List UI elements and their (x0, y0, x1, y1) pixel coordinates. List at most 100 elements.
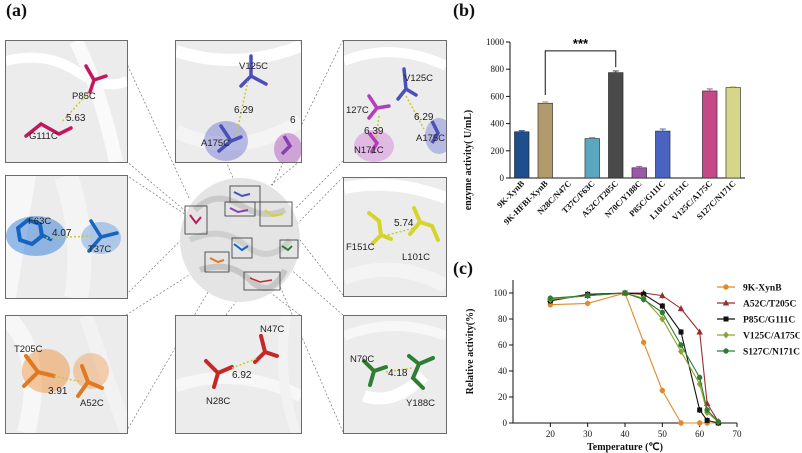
panel-label-b: (b) (453, 0, 475, 20)
bar-chart-ytick-label: 0 (500, 173, 505, 183)
label-p85c: P85C (72, 91, 96, 102)
structure-box-n70c-y188c: N70C Y188C 4.18 (343, 315, 447, 434)
line-chart-ytick-label: 0 (503, 418, 508, 428)
structure-box-n47c-n28c: N47C N28C 6.92 (175, 315, 302, 434)
data-point (640, 339, 647, 346)
line-chart-xlabel: Temperature (℃) (587, 442, 663, 453)
distance-partial: 6 (290, 115, 296, 126)
data-point (622, 290, 628, 296)
data-point (696, 328, 703, 335)
label-v125c: V125C (239, 61, 268, 72)
structure-box-p85c-g111c: P85C G111C 5.63 (5, 40, 128, 163)
structure-box-f63c-t37c: F63C T37C 4.07 (5, 175, 128, 299)
data-point (697, 407, 703, 413)
label-f151c: F151C (346, 242, 375, 253)
distance-t205c-a52c: 3.91 (48, 386, 68, 397)
series-line (550, 292, 719, 422)
data-point (678, 342, 684, 348)
data-point (659, 309, 666, 316)
distance-127c-n171c: 6.39 (364, 126, 384, 137)
label-v125c-triad: V125C (404, 73, 433, 84)
line-chart-ytick-label: 80 (498, 314, 508, 324)
label-127c: 127C (346, 105, 369, 116)
data-point (715, 419, 722, 425)
series-line (550, 292, 719, 424)
data-point (547, 302, 554, 308)
label-n28c: N28C (206, 396, 230, 407)
line-chart-xtick-label: 40 (621, 429, 631, 439)
significance-annotation: *** (573, 36, 589, 51)
data-point (659, 315, 666, 323)
line-chart-ytick-label: 40 (498, 366, 508, 376)
structure-box-t205c-a52c: T205C A52C 3.91 (5, 315, 128, 434)
data-point (696, 420, 703, 426)
label-a175c-triad: A175C (416, 133, 445, 144)
data-point (677, 305, 685, 312)
line-chart-xtick-label: 50 (658, 429, 668, 439)
legend-label: S127C/N171C (743, 348, 800, 358)
data-point (704, 417, 710, 423)
label-l101c: L101C (402, 252, 430, 263)
data-point (659, 292, 666, 299)
significance-bracket (544, 50, 617, 96)
distance-f63c-t37c: 4.07 (52, 228, 72, 239)
data-point (723, 331, 729, 339)
data-point (641, 291, 647, 297)
distance-v125c-a175c: 6.29 (234, 105, 254, 116)
protein-overview (180, 178, 300, 302)
data-point (696, 374, 703, 381)
bar (514, 131, 530, 179)
bar (631, 167, 647, 179)
structure-panel: P85C G111C 5.63 V125C A175C 6.29 6 (0, 20, 450, 453)
line-chart-xtick-label: 30 (583, 429, 593, 439)
series-line (550, 292, 719, 423)
label-a175c: A175C (201, 138, 230, 149)
bar-chart-ytick-label: 400 (491, 119, 505, 129)
line-chart-relative-activity: 0 20 40 60 80 100 20 30 40 50 60 70 9K-XynB A52C/T20… (465, 280, 800, 453)
legend-label: A52C/T205C (743, 300, 796, 310)
label-t205c: T205C (14, 344, 43, 355)
label-f63c: F63C (28, 216, 51, 227)
distance-v125c-a175c-triad: 6.29 (414, 112, 434, 123)
bar (537, 102, 553, 179)
bar (725, 87, 741, 179)
bar-chart-ytick-label: 600 (491, 91, 505, 101)
bar-chart-ylabel: enzyme activity( U/mL) (463, 110, 474, 211)
label-n171c: N171C (354, 145, 384, 156)
data-point (678, 420, 684, 426)
structure-box-f151c-l101c: F151C L101C 5.74 (343, 177, 447, 297)
legend-label: 9K-XynB (743, 284, 782, 294)
bar (702, 90, 718, 179)
structure-box-triad: V125C 127C A175C N171C 6.29 6.39 (343, 40, 447, 163)
bar-chart-ytick-label: 800 (491, 64, 505, 74)
line-chart-xtick-label: 20 (546, 429, 556, 439)
bar (584, 138, 600, 179)
data-point (659, 303, 665, 309)
data-point (723, 348, 729, 354)
panel-label-a: (a) (6, 0, 27, 20)
data-point (723, 284, 729, 290)
bar (655, 130, 671, 179)
legend-label: V125C/A175C (743, 332, 800, 342)
series-line (550, 292, 719, 424)
data-point (704, 407, 710, 413)
data-point (722, 299, 730, 306)
data-point (584, 292, 591, 299)
line-chart-xtick-label: 70 (733, 429, 743, 439)
label-t37c: T37C (88, 244, 111, 255)
line-chart-xtick-label: 60 (695, 429, 705, 439)
legend-label: P85C/G111C (743, 316, 795, 326)
data-point (723, 316, 729, 322)
label-n70c: N70C (350, 354, 374, 365)
structure-box-v125c-a175c: V125C A175C 6.29 6 (175, 40, 302, 163)
distance-n70c-y188c: 4.18 (388, 368, 408, 379)
label-y188c: Y188C (406, 398, 435, 409)
distance-f151c-l101c: 5.74 (394, 218, 414, 229)
data-point (678, 348, 684, 355)
label-n47c: N47C (260, 324, 284, 335)
line-chart-ytick-label: 20 (498, 392, 508, 402)
data-point (584, 300, 591, 307)
bar (608, 72, 624, 179)
data-point (696, 380, 703, 388)
